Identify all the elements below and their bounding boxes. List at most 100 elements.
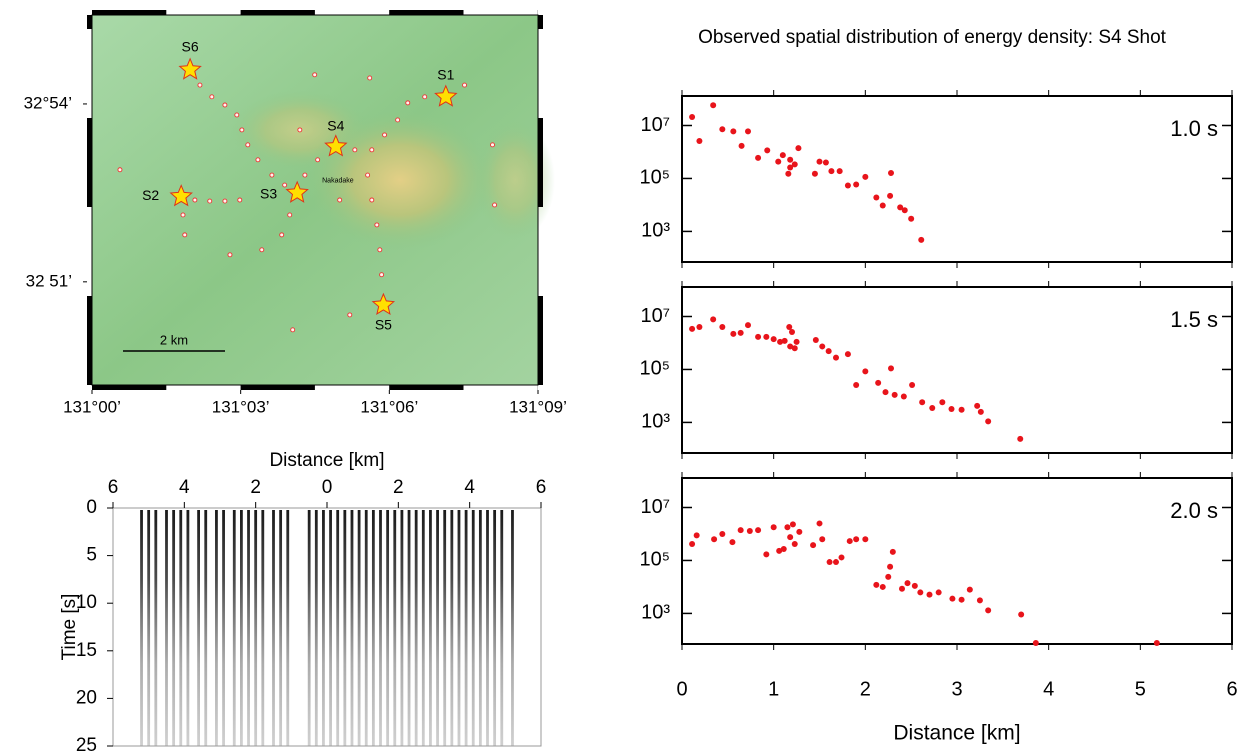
- data-point: [819, 536, 826, 543]
- data-point: [816, 158, 823, 165]
- data-point: [873, 581, 880, 588]
- shot-label: S6: [182, 38, 199, 54]
- trace: [343, 510, 347, 746]
- trace: [500, 510, 504, 746]
- data-point: [822, 159, 829, 166]
- data-point: [785, 170, 792, 177]
- data-point: [689, 325, 696, 332]
- relief: [475, 120, 555, 240]
- data-point: [755, 333, 762, 340]
- x-tick-label: 131°09’: [509, 397, 567, 416]
- data-point: [719, 530, 726, 537]
- x-tick-label: 131°06’: [360, 397, 418, 416]
- data-point: [689, 540, 696, 547]
- trace: [450, 510, 454, 746]
- x-tick-label: 6: [1226, 678, 1237, 700]
- frame-bar: [240, 385, 315, 390]
- data-point: [789, 521, 796, 528]
- trace: [147, 510, 151, 746]
- trace: [286, 510, 290, 746]
- data-point: [828, 168, 835, 175]
- trace: [407, 510, 411, 746]
- data-point: [775, 158, 782, 165]
- data-point: [737, 329, 744, 336]
- trace: [247, 510, 250, 746]
- trace: [140, 510, 143, 746]
- data-point: [901, 207, 908, 214]
- data-point: [846, 538, 853, 545]
- trace: [272, 510, 275, 746]
- y-tick-label: 10⁷: [641, 496, 670, 518]
- frame-bar: [87, 296, 92, 385]
- station: [245, 142, 251, 148]
- x-tick-label: 5: [1135, 678, 1146, 700]
- x-tick-label: 2: [250, 477, 261, 498]
- station: [492, 202, 498, 208]
- frame-bar: [538, 118, 543, 207]
- station: [287, 212, 293, 218]
- station: [337, 197, 343, 203]
- data-point: [745, 128, 751, 135]
- station: [192, 197, 198, 203]
- trace: [322, 510, 325, 746]
- station: [182, 232, 188, 238]
- shot-star: [434, 84, 458, 107]
- data-point: [888, 365, 894, 372]
- data-point: [844, 351, 851, 358]
- trace: [421, 510, 425, 746]
- data-point: [696, 324, 703, 331]
- data-point: [689, 113, 696, 120]
- data-point: [875, 379, 882, 386]
- trace: [172, 510, 176, 746]
- data-point: [796, 528, 803, 535]
- data-point: [836, 168, 843, 175]
- station: [237, 197, 243, 203]
- plot-frame: [112, 507, 542, 747]
- y-tick-label: 0: [86, 497, 97, 518]
- y-tick-label: 10³: [641, 602, 670, 624]
- data-point: [977, 408, 984, 415]
- data-point: [909, 381, 916, 388]
- station: [290, 327, 296, 333]
- station: [422, 94, 428, 100]
- trace: [261, 510, 265, 746]
- data-point: [710, 316, 717, 323]
- data-point: [853, 181, 860, 188]
- data-point: [935, 589, 942, 596]
- y-tick-label: 10⁷: [641, 114, 670, 136]
- data-point: [812, 336, 819, 343]
- panel-frame: [681, 286, 1233, 454]
- station: [222, 198, 228, 204]
- shot-star: [371, 292, 396, 315]
- trace: [222, 510, 225, 746]
- data-point: [737, 527, 744, 534]
- frame-bar: [389, 10, 464, 15]
- data-point: [888, 170, 894, 177]
- station: [209, 94, 215, 100]
- data-point: [779, 152, 786, 159]
- data-point: [879, 202, 886, 209]
- station: [227, 252, 233, 258]
- data-point: [693, 532, 700, 539]
- trace: [329, 510, 332, 746]
- station: [302, 172, 308, 178]
- x-tick-label: 4: [179, 477, 190, 498]
- station: [117, 167, 123, 173]
- station: [297, 127, 303, 133]
- data-point: [719, 324, 726, 331]
- y-tick-label: 32 51’: [26, 271, 72, 290]
- frame-bar: [240, 10, 315, 15]
- data-point: [838, 554, 845, 561]
- data-point: [745, 322, 751, 329]
- trace: [154, 510, 158, 746]
- data-point: [879, 583, 886, 590]
- x-tick-label: 4: [464, 477, 475, 498]
- data-point: [873, 194, 880, 201]
- data-point: [1017, 435, 1024, 442]
- trace: [215, 510, 218, 746]
- x-tick-label: 131°03’: [212, 397, 270, 416]
- x-axis-label: Distance [km]: [269, 450, 384, 471]
- y-tick-label: 10⁵: [639, 549, 670, 571]
- data-point: [958, 406, 965, 413]
- station: [222, 102, 228, 108]
